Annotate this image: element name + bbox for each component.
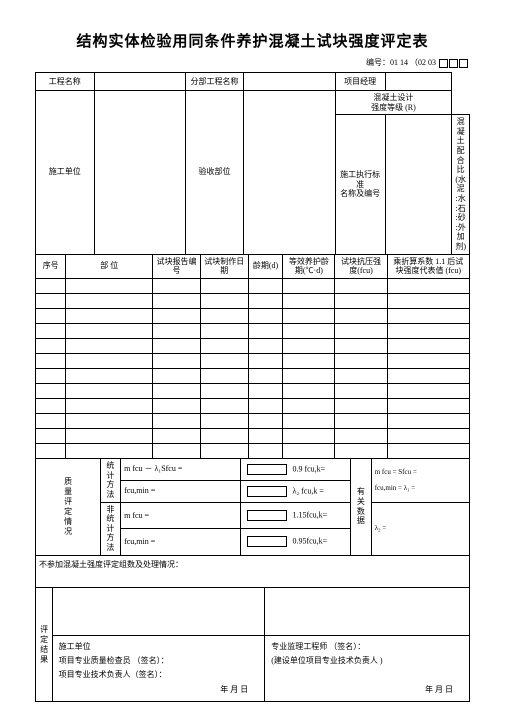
val-subproj (244, 73, 335, 91)
nonstat-label: 非统计方法 (100, 502, 121, 555)
label-std: 施工执行标准名称及编号 (335, 115, 385, 254)
val-accept (244, 91, 335, 255)
concl-left (52, 587, 265, 635)
rel-label: 有关数据 (351, 458, 372, 555)
note-row: 不参加混凝土强度评定组数及处理情况： (36, 555, 470, 587)
table-row (36, 293, 470, 308)
val-contractor (94, 91, 185, 255)
val-proj (94, 73, 185, 91)
formula-3r: 1.15fcu,k= (241, 502, 351, 528)
table-row (36, 428, 470, 443)
label-accept: 验收部位 (185, 91, 244, 255)
data-table: 序号 部 位 试块报告编号 试块制作日期 龄期(d) 等效养护龄期(℃·d) 试… (35, 254, 470, 459)
col-factor: 乘折算系数 1.1 后试块强度代表值 (fcu) (387, 254, 469, 278)
col-equiv: 等效养护龄期(℃·d) (283, 254, 335, 278)
formula-4l: fcu,min = (121, 529, 241, 555)
table-row (36, 338, 470, 353)
eval-table: 质量评定情况 统计方法 m fcu － λ₁Sfcu = 0.9 fcu,k= … (35, 458, 470, 588)
val-pm (385, 73, 452, 91)
col-report: 试块报告编号 (153, 254, 201, 278)
concl-right (265, 587, 470, 635)
col-part: 部 位 (66, 254, 153, 278)
table-row (36, 413, 470, 428)
label-pm: 项目经理 (335, 73, 385, 91)
doc-number: 编号：01 14 （02 03 (35, 57, 470, 68)
eval-side-label: 质量评定情况 (36, 458, 101, 555)
col-comp: 试块抗压强度(fcu) (335, 254, 387, 278)
table-row (36, 368, 470, 383)
sign-left: 施工单位 项目专业质量检查员 （签名）： 项目专业技术负责人（签名）： 年 月 … (52, 635, 265, 702)
val-std (385, 115, 452, 254)
rel-data-2: λ₂ = (371, 502, 469, 555)
col-age: 龄期(d) (248, 254, 283, 278)
formula-3l: m fcu = (121, 502, 241, 528)
table-row (36, 443, 470, 458)
formula-4r: 0.95fcu,k= (241, 529, 351, 555)
label-mix: 混凝土配合比(水泥 :水 :石 :砂 :外加剂) (452, 115, 470, 254)
stat-label: 统计方法 (100, 458, 121, 502)
label-contractor: 施工单位 (36, 91, 95, 255)
table-row (36, 383, 470, 398)
table-row (36, 308, 470, 323)
sign-right: 专业监理工程师 （签名）： (建设单位项目专业技术负责人 ) 年 月 日 (265, 635, 470, 702)
label-proj: 工程名称 (36, 73, 95, 91)
formula-1l: m fcu － λ₁Sfcu = (121, 458, 241, 480)
concl-label: 评定结果 (36, 587, 53, 702)
formula-2l: fcu,min = (121, 480, 241, 502)
col-seq: 序号 (36, 254, 66, 278)
table-row (36, 278, 470, 293)
formula-1r: 0.9 fcu,k= (241, 458, 351, 480)
table-row (36, 323, 470, 338)
table-row (36, 353, 470, 368)
rel-data-1: m fcu = Sfcu = fcu,min = λ₁ = (371, 458, 469, 502)
label-design: 混凝土设计强度等级 (R) (335, 91, 452, 115)
table-row (36, 398, 470, 413)
label-subproj: 分部工程名称 (185, 73, 244, 91)
header-table: 工程名称 分部工程名称 项目经理 施工单位 验收部位 混凝土设计强度等级 (R)… (35, 72, 470, 255)
conclusion-table: 评定结果 施工单位 项目专业质量检查员 （签名）： 项目专业技术负责人（签名）：… (35, 587, 470, 703)
page-title: 结构实体检验用同条件养护混凝土试块强度评定表 (35, 30, 470, 51)
col-makedate: 试块制作日期 (200, 254, 248, 278)
formula-2r: λ₂ fcu,k = (241, 480, 351, 502)
